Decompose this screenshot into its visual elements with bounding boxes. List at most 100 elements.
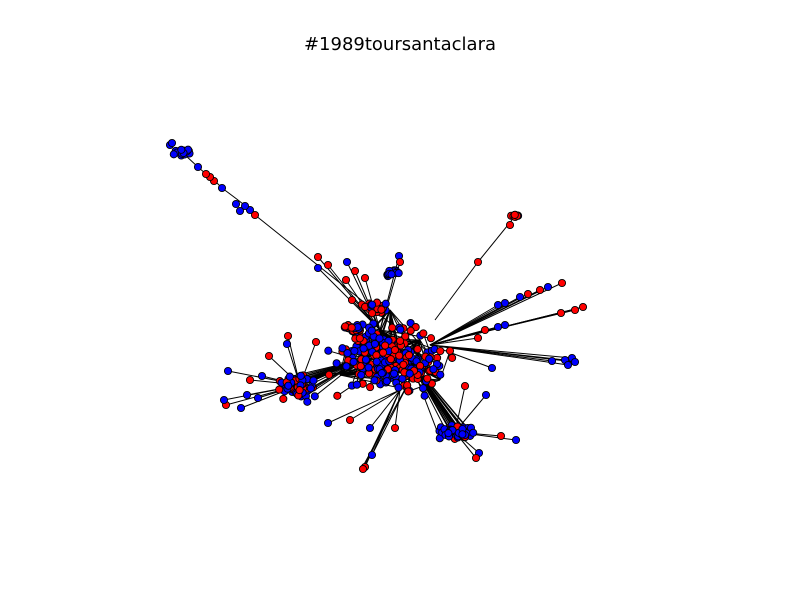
graph-node-red: [366, 383, 375, 392]
graph-node-blue: [169, 150, 178, 159]
graph-node-blue: [235, 206, 245, 216]
graph-node-red: [245, 375, 255, 385]
graph-node-red: [426, 334, 436, 343]
graph-node-red: [390, 423, 400, 433]
graph-edge: [434, 261, 479, 321]
graph-node-blue: [282, 339, 292, 349]
graph-node-red: [323, 260, 333, 270]
graph-node-blue: [364, 363, 373, 372]
graph-node-red: [578, 302, 588, 312]
graph-node-blue: [487, 363, 497, 373]
graph-node-red: [510, 210, 519, 219]
graph-node-blue: [500, 298, 510, 308]
graph-node-blue: [370, 339, 379, 348]
graph-node-blue: [217, 183, 227, 193]
graph-node-red: [445, 346, 455, 355]
graph-node-blue: [368, 300, 377, 309]
graph-node-blue: [350, 346, 359, 356]
graph-edge: [429, 337, 479, 346]
graph-node-blue: [381, 299, 390, 308]
graph-node-blue: [365, 423, 375, 433]
graph-node-red: [386, 355, 395, 364]
graph-node-blue: [469, 428, 478, 437]
graph-node-blue: [429, 365, 438, 374]
graph-node-blue: [382, 377, 391, 386]
graph-node-blue: [367, 450, 377, 460]
graph-node-red: [436, 346, 445, 356]
graph-node-blue: [284, 381, 293, 390]
graph-node-blue: [377, 369, 386, 378]
graph-edge: [314, 359, 361, 397]
graph-node-red: [377, 305, 386, 314]
graph-node-red: [295, 386, 304, 395]
graph-node-red: [480, 325, 490, 335]
graph-node-red: [311, 337, 321, 347]
graph-node-blue: [177, 145, 186, 154]
graph-node-blue: [257, 371, 267, 381]
graph-node-blue: [511, 435, 521, 445]
graph-node-red: [523, 289, 533, 299]
graph-node-red: [355, 334, 364, 343]
graph-node-blue: [242, 390, 252, 400]
graph-node-red: [350, 266, 360, 276]
graph-node-blue: [313, 263, 323, 273]
graph-node-red: [395, 351, 404, 360]
graph-node-red: [347, 323, 356, 332]
graph-node-blue: [240, 201, 250, 211]
graph-edge: [349, 389, 401, 421]
graph-node-blue: [352, 380, 361, 389]
graph-node-red: [404, 351, 414, 360]
graph-node-red: [379, 348, 388, 357]
graph-node-red: [283, 331, 293, 341]
graph-node-blue: [370, 376, 379, 385]
graph-node-blue: [444, 429, 453, 438]
graph-node-red: [333, 391, 342, 400]
graph-node-blue: [394, 269, 403, 278]
graph-edge: [371, 379, 411, 456]
graph-node-red: [396, 336, 405, 345]
graph-edge: [327, 389, 401, 424]
graph-node-blue: [493, 300, 503, 310]
graph-node-red: [358, 464, 368, 474]
graph-node-blue: [436, 370, 445, 379]
graph-node-red: [347, 295, 357, 305]
graph-node-red: [388, 323, 397, 332]
graph-node-red: [313, 252, 323, 262]
graph-edge: [254, 214, 406, 336]
graph-node-blue: [420, 391, 429, 400]
graph-node-blue: [515, 292, 525, 302]
graph-node-red: [399, 360, 408, 369]
graph-node-red: [404, 387, 413, 396]
graph-node-red: [401, 332, 410, 341]
graph-node-red: [368, 309, 377, 318]
graph-node-blue: [342, 362, 351, 371]
graph-node-red: [325, 370, 334, 379]
graph-node-blue: [372, 357, 381, 366]
graph-node-red: [356, 362, 365, 371]
graph-edge: [429, 304, 499, 346]
graph-node-blue: [419, 384, 428, 393]
graph-node-red: [557, 278, 567, 288]
graph-node-red: [341, 322, 350, 331]
graph-node-red: [505, 220, 515, 230]
graph-node-blue: [193, 162, 203, 172]
graph-node-blue: [357, 370, 366, 380]
graph-node-blue: [563, 360, 573, 370]
graph-edge: [394, 389, 401, 429]
graph-node-red: [448, 353, 457, 362]
graph-node-blue: [310, 392, 319, 401]
graph-node-blue: [349, 357, 358, 366]
graph-node-red: [345, 415, 355, 425]
graph-node-blue: [306, 384, 315, 393]
graph-node-blue: [303, 397, 312, 406]
graph-node-blue: [394, 383, 403, 392]
graph-node-red: [570, 305, 580, 315]
graph-node-blue: [338, 344, 347, 353]
graph-node-blue: [219, 395, 229, 405]
graph-node-red: [395, 257, 405, 267]
graph-node-blue: [332, 359, 341, 368]
graph-node-blue: [367, 326, 376, 335]
graph-node-red: [473, 333, 483, 343]
graph-node-blue: [323, 418, 333, 428]
